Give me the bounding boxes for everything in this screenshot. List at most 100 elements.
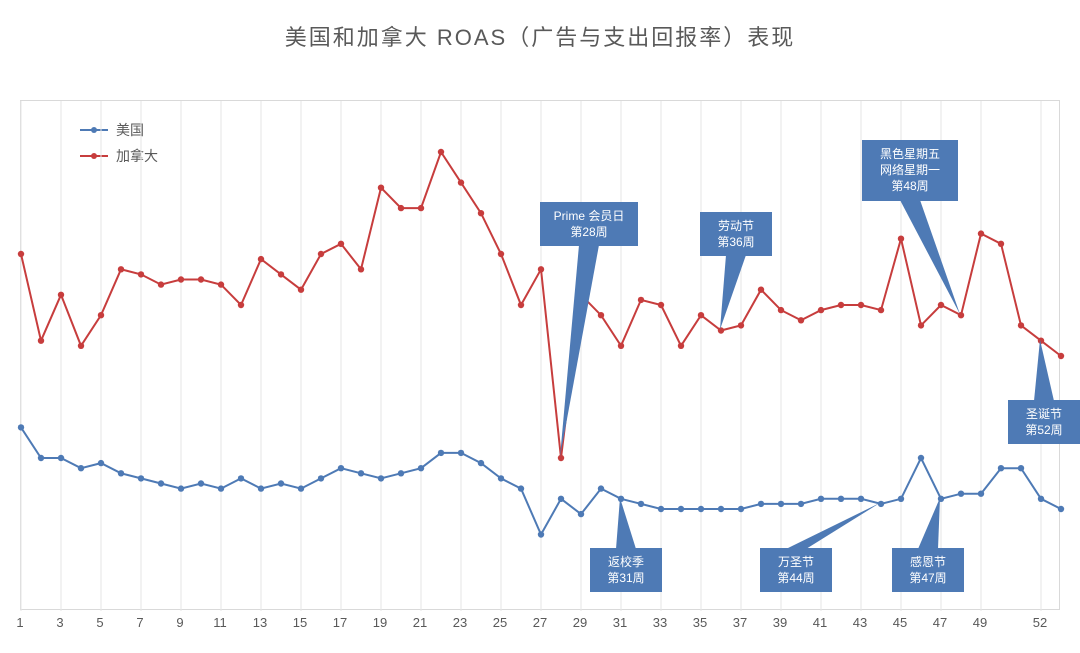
series-marker-usa [18, 424, 24, 430]
x-tick-label: 15 [293, 615, 307, 630]
series-marker-canada [658, 302, 664, 308]
series-marker-canada [718, 327, 724, 333]
callout-blackfriday: 黑色星期五网络星期一第48周 [862, 140, 958, 201]
series-marker-usa [658, 506, 664, 512]
series-marker-canada [438, 149, 444, 155]
series-marker-canada [598, 312, 604, 318]
series-marker-usa [958, 491, 964, 497]
series-marker-usa [358, 470, 364, 476]
callout-line: 万圣节 [770, 554, 822, 570]
series-marker-canada [698, 312, 704, 318]
series-marker-canada [278, 271, 284, 277]
callout-line: 圣诞节 [1018, 406, 1070, 422]
series-marker-canada [978, 230, 984, 236]
series-marker-usa [178, 485, 184, 491]
series-marker-usa [1038, 496, 1044, 502]
series-marker-usa [598, 485, 604, 491]
series-marker-usa [618, 496, 624, 502]
series-marker-canada [518, 302, 524, 308]
series-marker-usa [38, 455, 44, 461]
x-tick-label: 35 [693, 615, 707, 630]
series-marker-canada [818, 307, 824, 313]
series-marker-usa [758, 501, 764, 507]
series-marker-canada [358, 266, 364, 272]
series-marker-usa [58, 455, 64, 461]
x-tick-label: 39 [773, 615, 787, 630]
series-marker-canada [98, 312, 104, 318]
series-marker-usa [818, 496, 824, 502]
series-marker-canada [38, 338, 44, 344]
series-marker-canada [58, 292, 64, 298]
series-marker-canada [258, 256, 264, 262]
series-marker-canada [18, 251, 24, 257]
x-tick-label: 33 [653, 615, 667, 630]
series-marker-canada [318, 251, 324, 257]
x-tick-label: 1 [16, 615, 23, 630]
series-marker-usa [538, 531, 544, 537]
x-tick-label: 11 [213, 615, 227, 630]
series-marker-canada [418, 205, 424, 211]
series-marker-usa [158, 480, 164, 486]
callout-line: 返校季 [600, 554, 652, 570]
series-marker-canada [958, 312, 964, 318]
series-marker-usa [338, 465, 344, 471]
series-marker-usa [478, 460, 484, 466]
series-marker-canada [998, 241, 1004, 247]
x-tick-label: 13 [253, 615, 267, 630]
chart-title: 美国和加拿大 ROAS（广告与支出回报率）表现 [0, 20, 1080, 52]
series-marker-canada [178, 276, 184, 282]
x-tick-label: 3 [56, 615, 63, 630]
x-tick-label: 37 [733, 615, 747, 630]
series-marker-canada [618, 343, 624, 349]
series-marker-usa [998, 465, 1004, 471]
series-marker-usa [418, 465, 424, 471]
series-marker-canada [118, 266, 124, 272]
series-marker-usa [218, 485, 224, 491]
callout-thanksgiving: 感恩节第47周 [892, 548, 964, 592]
series-marker-usa [1058, 506, 1064, 512]
callout-line: 第47周 [902, 570, 954, 586]
series-marker-canada [858, 302, 864, 308]
series-marker-usa [138, 475, 144, 481]
callout-labor: 劳动节第36周 [700, 212, 772, 256]
series-marker-canada [1038, 338, 1044, 344]
x-tick-label: 41 [813, 615, 827, 630]
series-marker-canada [558, 455, 564, 461]
series-marker-canada [158, 281, 164, 287]
callout-line: 劳动节 [710, 218, 762, 234]
series-marker-canada [738, 322, 744, 328]
series-marker-canada [538, 266, 544, 272]
series-marker-usa [118, 470, 124, 476]
series-marker-canada [238, 302, 244, 308]
x-tick-label: 52 [1033, 615, 1047, 630]
callout-line: 网络星期一 [872, 162, 948, 178]
series-marker-canada [198, 276, 204, 282]
series-marker-canada [138, 271, 144, 277]
series-marker-usa [738, 506, 744, 512]
x-tick-label: 45 [893, 615, 907, 630]
x-tick-label: 29 [573, 615, 587, 630]
series-marker-canada [78, 343, 84, 349]
series-marker-usa [778, 501, 784, 507]
series-marker-usa [878, 501, 884, 507]
series-marker-usa [238, 475, 244, 481]
series-marker-usa [918, 455, 924, 461]
series-marker-usa [718, 506, 724, 512]
x-tick-label: 27 [533, 615, 547, 630]
callout-back2school: 返校季第31周 [590, 548, 662, 592]
series-marker-usa [98, 460, 104, 466]
x-axis: 1357911131517192123252729313335373941434… [20, 615, 1060, 635]
series-marker-usa [278, 480, 284, 486]
series-marker-canada [678, 343, 684, 349]
series-marker-usa [298, 485, 304, 491]
x-tick-label: 17 [333, 615, 347, 630]
series-marker-canada [778, 307, 784, 313]
x-tick-label: 19 [373, 615, 387, 630]
series-marker-canada [1018, 322, 1024, 328]
series-marker-usa [378, 475, 384, 481]
callout-prime: Prime 会员日第28周 [540, 202, 638, 246]
x-tick-label: 7 [136, 615, 143, 630]
x-tick-label: 43 [853, 615, 867, 630]
series-marker-canada [878, 307, 884, 313]
callout-line: 黑色星期五 [872, 146, 948, 162]
